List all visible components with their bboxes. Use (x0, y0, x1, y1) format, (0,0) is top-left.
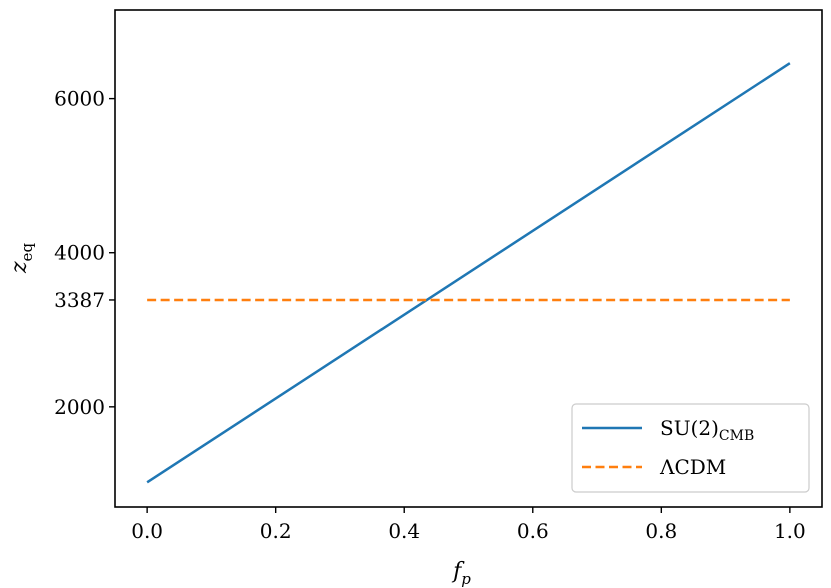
series-lines (146, 62, 791, 484)
x-axis-label-sub: p (461, 570, 471, 588)
x-tick-label: 0.0 (131, 519, 163, 543)
x-tick-label: 1.0 (774, 519, 806, 543)
x-tick-label: 0.8 (645, 519, 677, 543)
legend-label-lcdm: ΛCDM (659, 455, 726, 479)
x-tick-label: 0.2 (260, 519, 292, 543)
legend-label-su2: SU(2)CMB (660, 416, 754, 444)
x-axis-label: fp (451, 559, 471, 588)
y-tick-label: 4000 (54, 241, 105, 265)
series-line-0 (146, 62, 791, 484)
y-axis-ticks: 2000 3387 4000 6000 (54, 87, 115, 419)
y-tick-label: 2000 (54, 395, 105, 419)
x-axis-ticks: 0.0 0.2 0.4 0.6 0.8 1.0 (131, 507, 806, 543)
y-tick-label: 6000 (54, 87, 105, 111)
y-axis-label-sub: eq (18, 243, 36, 262)
plot-frame (114, 9, 823, 508)
y-tick-label: 3387 (54, 288, 105, 312)
x-tick-label: 0.4 (388, 519, 420, 543)
y-axis-label: zeq (7, 243, 36, 274)
legend-box (571, 403, 810, 493)
x-tick-label: 0.6 (517, 519, 549, 543)
legend: SU(2)CMB ΛCDM (571, 403, 810, 493)
